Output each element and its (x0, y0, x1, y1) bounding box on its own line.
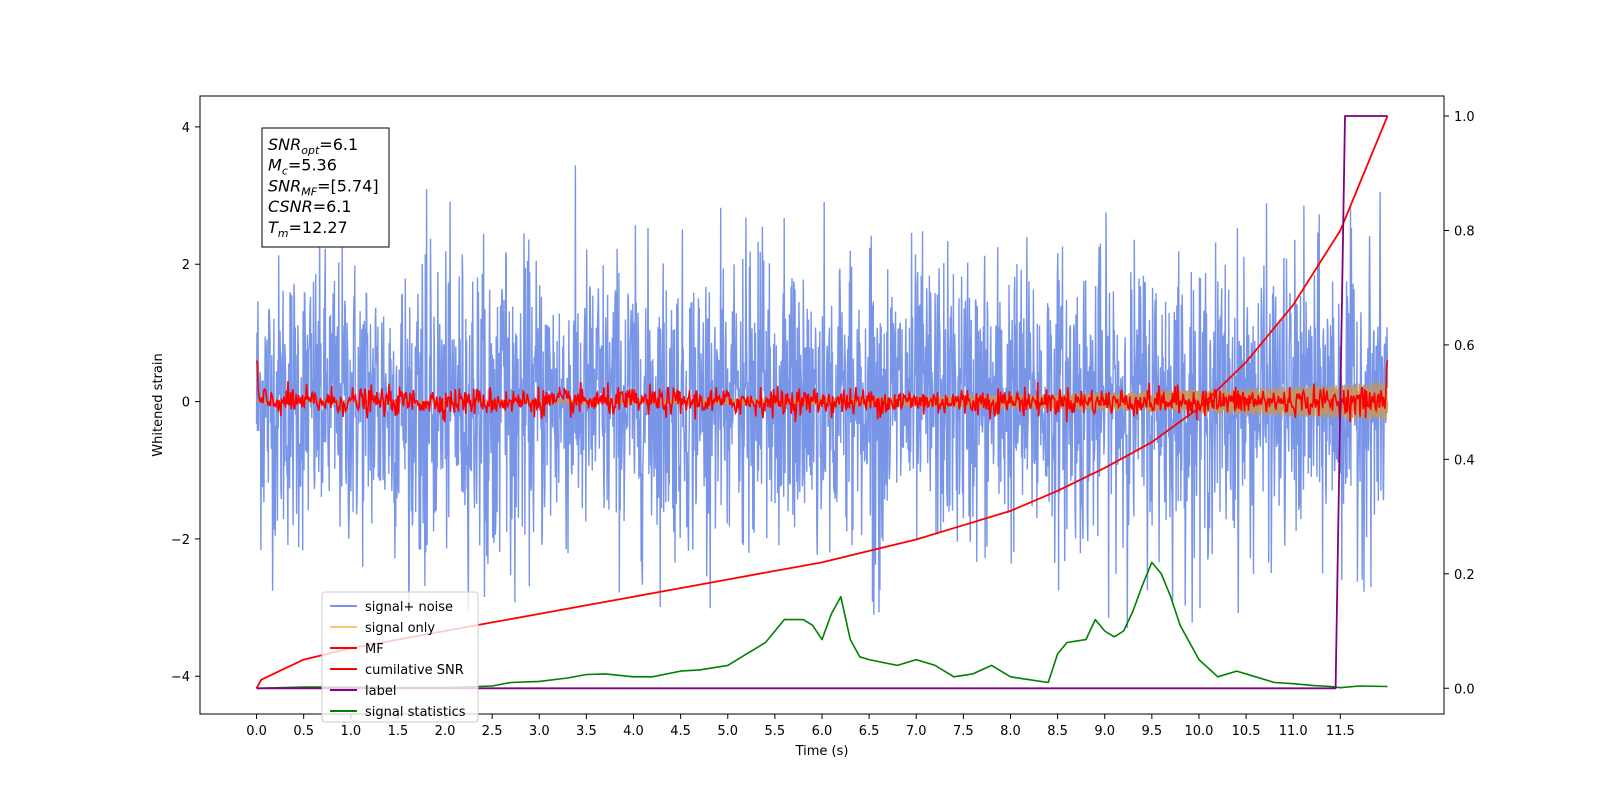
x-tick-label: 1.0 (340, 724, 361, 739)
info-line: SNRMF=[5.74] (268, 176, 379, 198)
y-axis-label: Whitened strain (151, 353, 166, 456)
series-mf (255, 360, 1389, 423)
axes: 0.0 0.5 1.0 1.5 2.0 2.5 3.0 3.5 4.0 4.5 5.0 5.5 6.0 6… (171, 110, 1475, 739)
legend-entry: signal statistics (365, 705, 466, 720)
x-tick-label: 3.5 (576, 724, 597, 739)
legend: signal+ noise signal only MF cumilative SNR… (321, 591, 479, 723)
y-tick-label-left: −4 (171, 670, 190, 685)
legend-entry: signal+ noise (365, 600, 453, 615)
y-tick-label-left: 2 (182, 258, 190, 273)
y-tick-label-left: −2 (171, 533, 190, 548)
x-tick-label: 2.5 (482, 724, 503, 739)
info-value: =6.1 (313, 197, 352, 216)
info-line: Tm=12.27 (268, 218, 348, 240)
x-tick-label: 8.5 (1047, 724, 1068, 739)
x-tick-label: 0.5 (293, 724, 314, 739)
x-tick-label: 8.0 (1000, 724, 1021, 739)
x-tick-label: 4.5 (670, 724, 691, 739)
x-tick-label: 4.0 (623, 724, 644, 739)
y-tick-label-right: 1.0 (1454, 110, 1475, 125)
info-subscript: m (278, 227, 289, 240)
x-tick-label: 6.5 (859, 724, 880, 739)
x-tick-label: 5.5 (765, 724, 786, 739)
legend-entry: cumilative SNR (365, 663, 464, 678)
y-tick-label-right: 0.8 (1454, 224, 1475, 239)
y-tick-label-right: 0.0 (1454, 682, 1475, 697)
info-symbol: CSNR (268, 197, 313, 216)
info-symbol: SNR (268, 176, 301, 195)
info-symbol: T (268, 218, 279, 237)
legend-frame (321, 591, 479, 723)
x-tick-label: 1.5 (388, 724, 409, 739)
info-value: =6.1 (319, 135, 358, 154)
y-tick-label-right: 0.6 (1454, 339, 1475, 354)
x-tick-label: 2.0 (435, 724, 456, 739)
info-value: =5.36 (288, 156, 337, 175)
x-tick-label: 7.5 (953, 724, 974, 739)
x-tick-label: 5.0 (717, 724, 738, 739)
x-tick-label: 6.0 (812, 724, 833, 739)
legend-entry: signal only (365, 621, 435, 636)
x-axis-label: Time (s) (795, 744, 849, 759)
x-tick-label: 9.5 (1142, 724, 1163, 739)
info-symbol: SNR (268, 135, 301, 154)
info-symbol: M (268, 156, 282, 175)
info-line: SNRopt=6.1 (268, 135, 358, 157)
info-subscript: MF (301, 185, 317, 198)
info-subscript: opt (301, 144, 320, 157)
x-tick-label: 7.0 (906, 724, 927, 739)
series-label (256, 115, 1388, 690)
legend-entry: MF (365, 642, 384, 657)
series-signal-statistics (256, 561, 1388, 690)
x-tick-label: 10.5 (1232, 724, 1261, 739)
info-box: SNRopt=6.1Mc=5.36SNRMF=[5.74]CSNR=6.1Tm=… (261, 127, 390, 248)
info-value: =12.27 (289, 218, 348, 237)
x-tick-label: 3.0 (529, 724, 550, 739)
y-tick-label-left: 0 (182, 396, 190, 411)
legend-entry: label (365, 684, 396, 699)
x-tick-label: 10.0 (1184, 724, 1213, 739)
info-value: =[5.74] (317, 176, 379, 195)
info-subscript: c (282, 165, 288, 178)
x-tick-label: 9.0 (1094, 724, 1115, 739)
info-line: CSNR=6.1 (268, 197, 352, 216)
y-tick-label-right: 0.4 (1454, 453, 1475, 468)
y-tick-label-left: 4 (182, 121, 190, 136)
x-tick-label: 0.0 (246, 724, 267, 739)
x-tick-label: 11.5 (1326, 724, 1355, 739)
y-tick-label-right: 0.2 (1454, 568, 1475, 583)
info-box-frame (261, 127, 390, 248)
info-line: Mc=5.36 (268, 156, 337, 178)
x-tick-label: 11.0 (1279, 724, 1308, 739)
